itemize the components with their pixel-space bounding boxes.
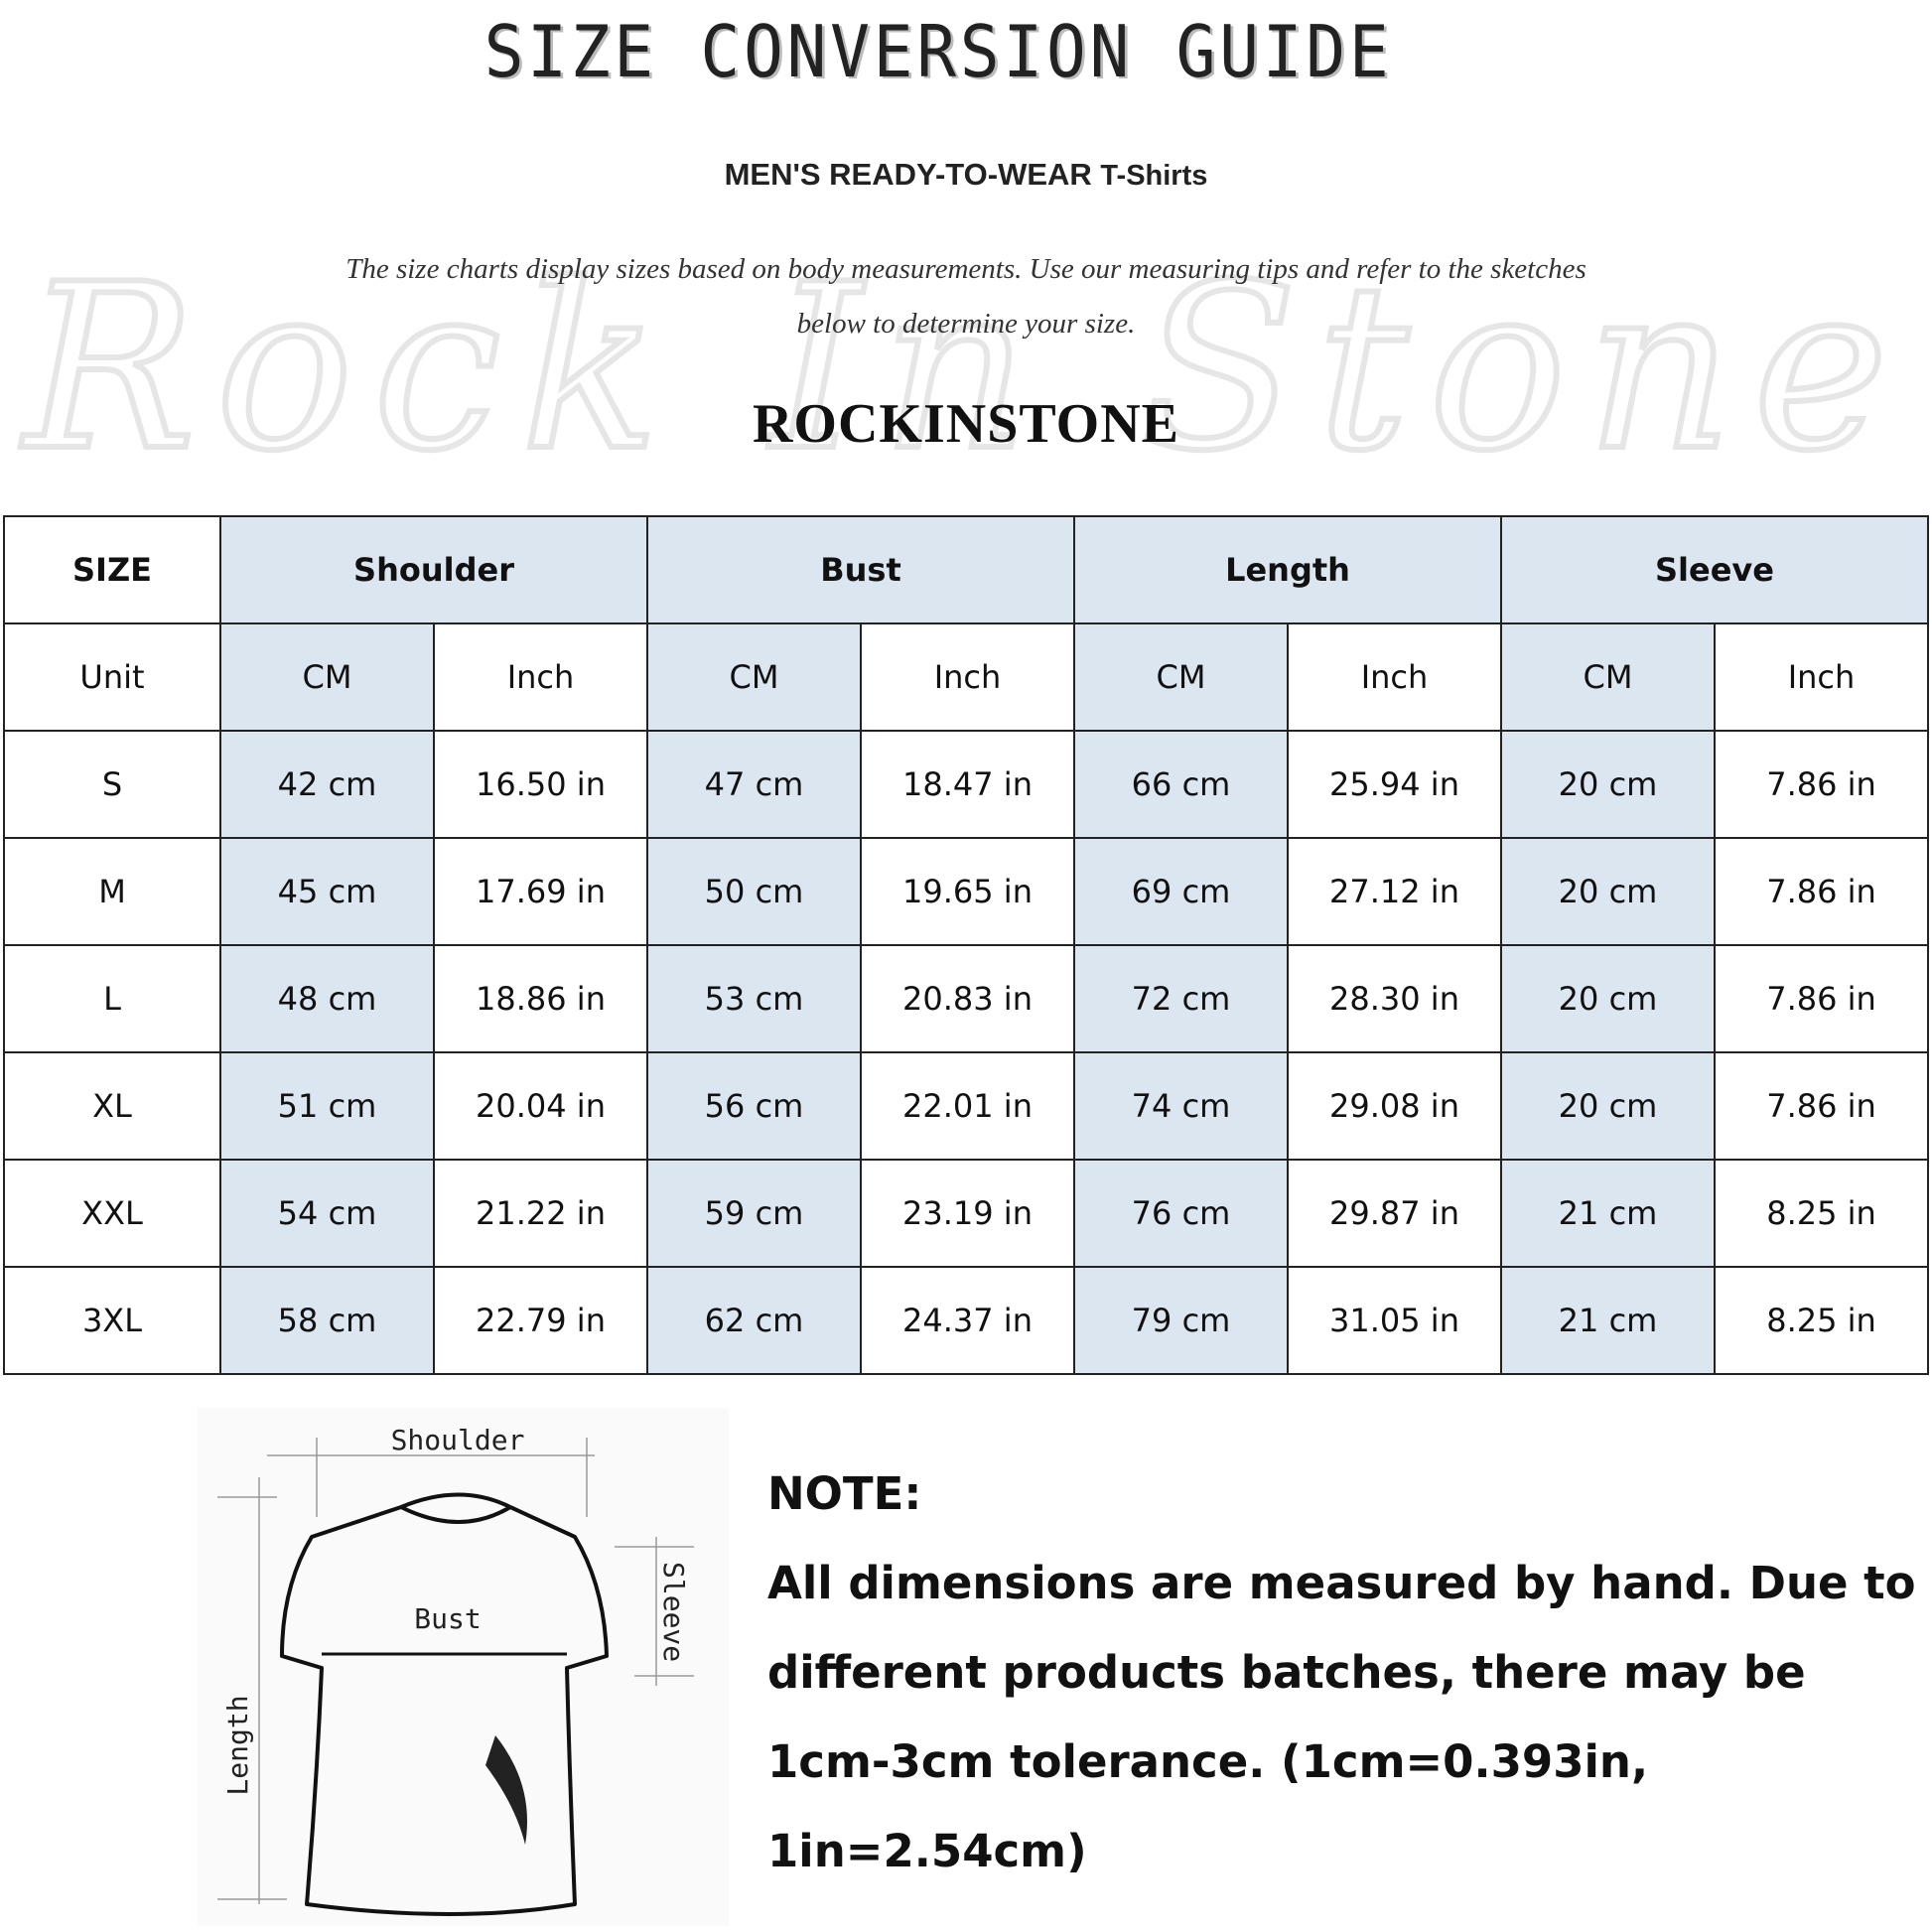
unit-cell: Inch (433, 622, 648, 732)
size-cell: L (3, 944, 221, 1053)
group-header-bust: Bust (646, 515, 1075, 624)
measurement-cell: 50 cm (646, 837, 862, 946)
measurement-cell: 56 cm (646, 1051, 862, 1161)
measurement-cell: 7.86 in (1714, 837, 1929, 946)
measurement-cell: 79 cm (1073, 1266, 1289, 1375)
brand-name: ROCKINSTONE (752, 393, 1180, 455)
unit-cell: Inch (860, 622, 1075, 732)
tshirt-measurement-sketch: Shoulder Bust Sleeve Length (198, 1408, 729, 1926)
measurement-cell: 18.86 in (433, 944, 648, 1053)
unit-cell: CM (646, 622, 862, 732)
table-row: L 48 cm 18.86 in 53 cm 20.83 in 72 cm 28.30 in… (3, 944, 1929, 1053)
page-title: SIZE CONVERSION GUIDE (483, 10, 1393, 93)
measurement-cell: 19.65 in (860, 837, 1075, 946)
measurement-cell: 7.86 in (1714, 1051, 1929, 1161)
size-cell: M (3, 837, 221, 946)
measurement-cell: 62 cm (646, 1266, 862, 1375)
measurement-cell: 17.69 in (433, 837, 648, 946)
measurement-cell: 8.25 in (1714, 1159, 1929, 1268)
size-table: SIZE Shoulder Bust Length Sleeve Unit CM… (3, 515, 1929, 1375)
measurement-cell: 51 cm (219, 1051, 435, 1161)
note-heading: NOTE: (767, 1467, 922, 1520)
measurement-cell: 22.01 in (860, 1051, 1075, 1161)
measurement-cell: 45 cm (219, 837, 435, 946)
measurement-cell: 28.30 in (1287, 944, 1502, 1053)
description-line-2: below to determine your size. (796, 308, 1136, 340)
measurement-cell: 20.83 in (860, 944, 1075, 1053)
unit-cell: CM (219, 622, 435, 732)
size-cell: S (3, 730, 221, 839)
watermark-logo: Rock In Stone (17, 248, 1908, 486)
measurement-cell: 69 cm (1073, 837, 1289, 946)
unit-cell: CM (1500, 622, 1716, 732)
size-cell: 3XL (3, 1266, 221, 1375)
unit-row: Unit CM Inch CM Inch CM Inch CM Inch (3, 622, 1929, 732)
measurement-cell: 58 cm (219, 1266, 435, 1375)
measurement-cell: 29.87 in (1287, 1159, 1502, 1268)
measurement-cell: 20 cm (1500, 944, 1716, 1053)
measurement-cell: 27.12 in (1287, 837, 1502, 946)
measurement-cell: 16.50 in (433, 730, 648, 839)
measurement-cell: 21.22 in (433, 1159, 648, 1268)
unit-label: Unit (3, 622, 221, 732)
measurement-cell: 20.04 in (433, 1051, 648, 1161)
size-cell: XXL (3, 1159, 221, 1268)
subtitle-product: T-Shirts (1100, 160, 1208, 192)
subtitle-main: MEN'S READY-TO-WEAR (724, 157, 1092, 192)
measurement-cell: 7.86 in (1714, 944, 1929, 1053)
sketch-label-length: Length (221, 1695, 254, 1795)
unit-cell: Inch (1714, 622, 1929, 732)
measurement-cell: 31.05 in (1287, 1266, 1502, 1375)
svg-text:Rock In Stone: Rock In Stone (20, 248, 1908, 486)
group-header-shoulder: Shoulder (219, 515, 648, 624)
measurement-cell: 47 cm (646, 730, 862, 839)
sketch-label-bust: Bust (414, 1602, 481, 1635)
measurement-cell: 54 cm (219, 1159, 435, 1268)
table-row: M 45 cm 17.69 in 50 cm 19.65 in 69 cm 27.12 in… (3, 837, 1929, 946)
measurement-cell: 21 cm (1500, 1159, 1716, 1268)
subtitle: MEN'S READY-TO-WEAR T-Shirts (0, 157, 1932, 193)
table-row: S 42 cm 16.50 in 47 cm 18.47 in 66 cm 25.94 in… (3, 730, 1929, 839)
unit-cell: Inch (1287, 622, 1502, 732)
measurement-cell: 21 cm (1500, 1266, 1716, 1375)
measurement-cell: 20 cm (1500, 837, 1716, 946)
measurement-cell: 74 cm (1073, 1051, 1289, 1161)
measurement-cell: 20 cm (1500, 1051, 1716, 1161)
note-block: NOTE: All dimensions are measured by han… (767, 1449, 1919, 1896)
measurement-cell: 29.08 in (1287, 1051, 1502, 1161)
measurement-cell: 7.86 in (1714, 730, 1929, 839)
measurement-cell: 48 cm (219, 944, 435, 1053)
measurement-cell: 59 cm (646, 1159, 862, 1268)
sketch-label-sleeve: Sleeve (657, 1562, 690, 1662)
measurement-cell: 72 cm (1073, 944, 1289, 1053)
sketch-label-shoulder: Shoulder (391, 1424, 525, 1456)
group-header-length: Length (1073, 515, 1502, 624)
measurement-cell: 76 cm (1073, 1159, 1289, 1268)
unit-cell: CM (1073, 622, 1289, 732)
size-cell: XL (3, 1051, 221, 1161)
measurement-cell: 8.25 in (1714, 1266, 1929, 1375)
table-row: XL 51 cm 20.04 in 56 cm 22.01 in 74 cm 29.08 i… (3, 1051, 1929, 1161)
table-row: XXL 54 cm 21.22 in 59 cm 23.19 in 76 cm 29.87 … (3, 1159, 1929, 1268)
description-line-1: The size charts display sizes based on b… (345, 253, 1587, 285)
measurement-cell: 53 cm (646, 944, 862, 1053)
group-header-sleeve: Sleeve (1500, 515, 1929, 624)
measurement-cell: 22.79 in (433, 1266, 648, 1375)
table-row: 3XL 58 cm 22.79 in 62 cm 24.37 in 79 cm 31.05 … (3, 1266, 1929, 1375)
measurement-cell: 25.94 in (1287, 730, 1502, 839)
note-text: All dimensions are measured by hand. Due… (767, 1557, 1916, 1877)
size-header: SIZE (3, 515, 221, 624)
measurement-cell: 20 cm (1500, 730, 1716, 839)
measurement-cell: 18.47 in (860, 730, 1075, 839)
table-header-row: SIZE Shoulder Bust Length Sleeve (3, 515, 1929, 624)
measurement-cell: 42 cm (219, 730, 435, 839)
measurement-cell: 24.37 in (860, 1266, 1075, 1375)
measurement-cell: 66 cm (1073, 730, 1289, 839)
measurement-cell: 23.19 in (860, 1159, 1075, 1268)
